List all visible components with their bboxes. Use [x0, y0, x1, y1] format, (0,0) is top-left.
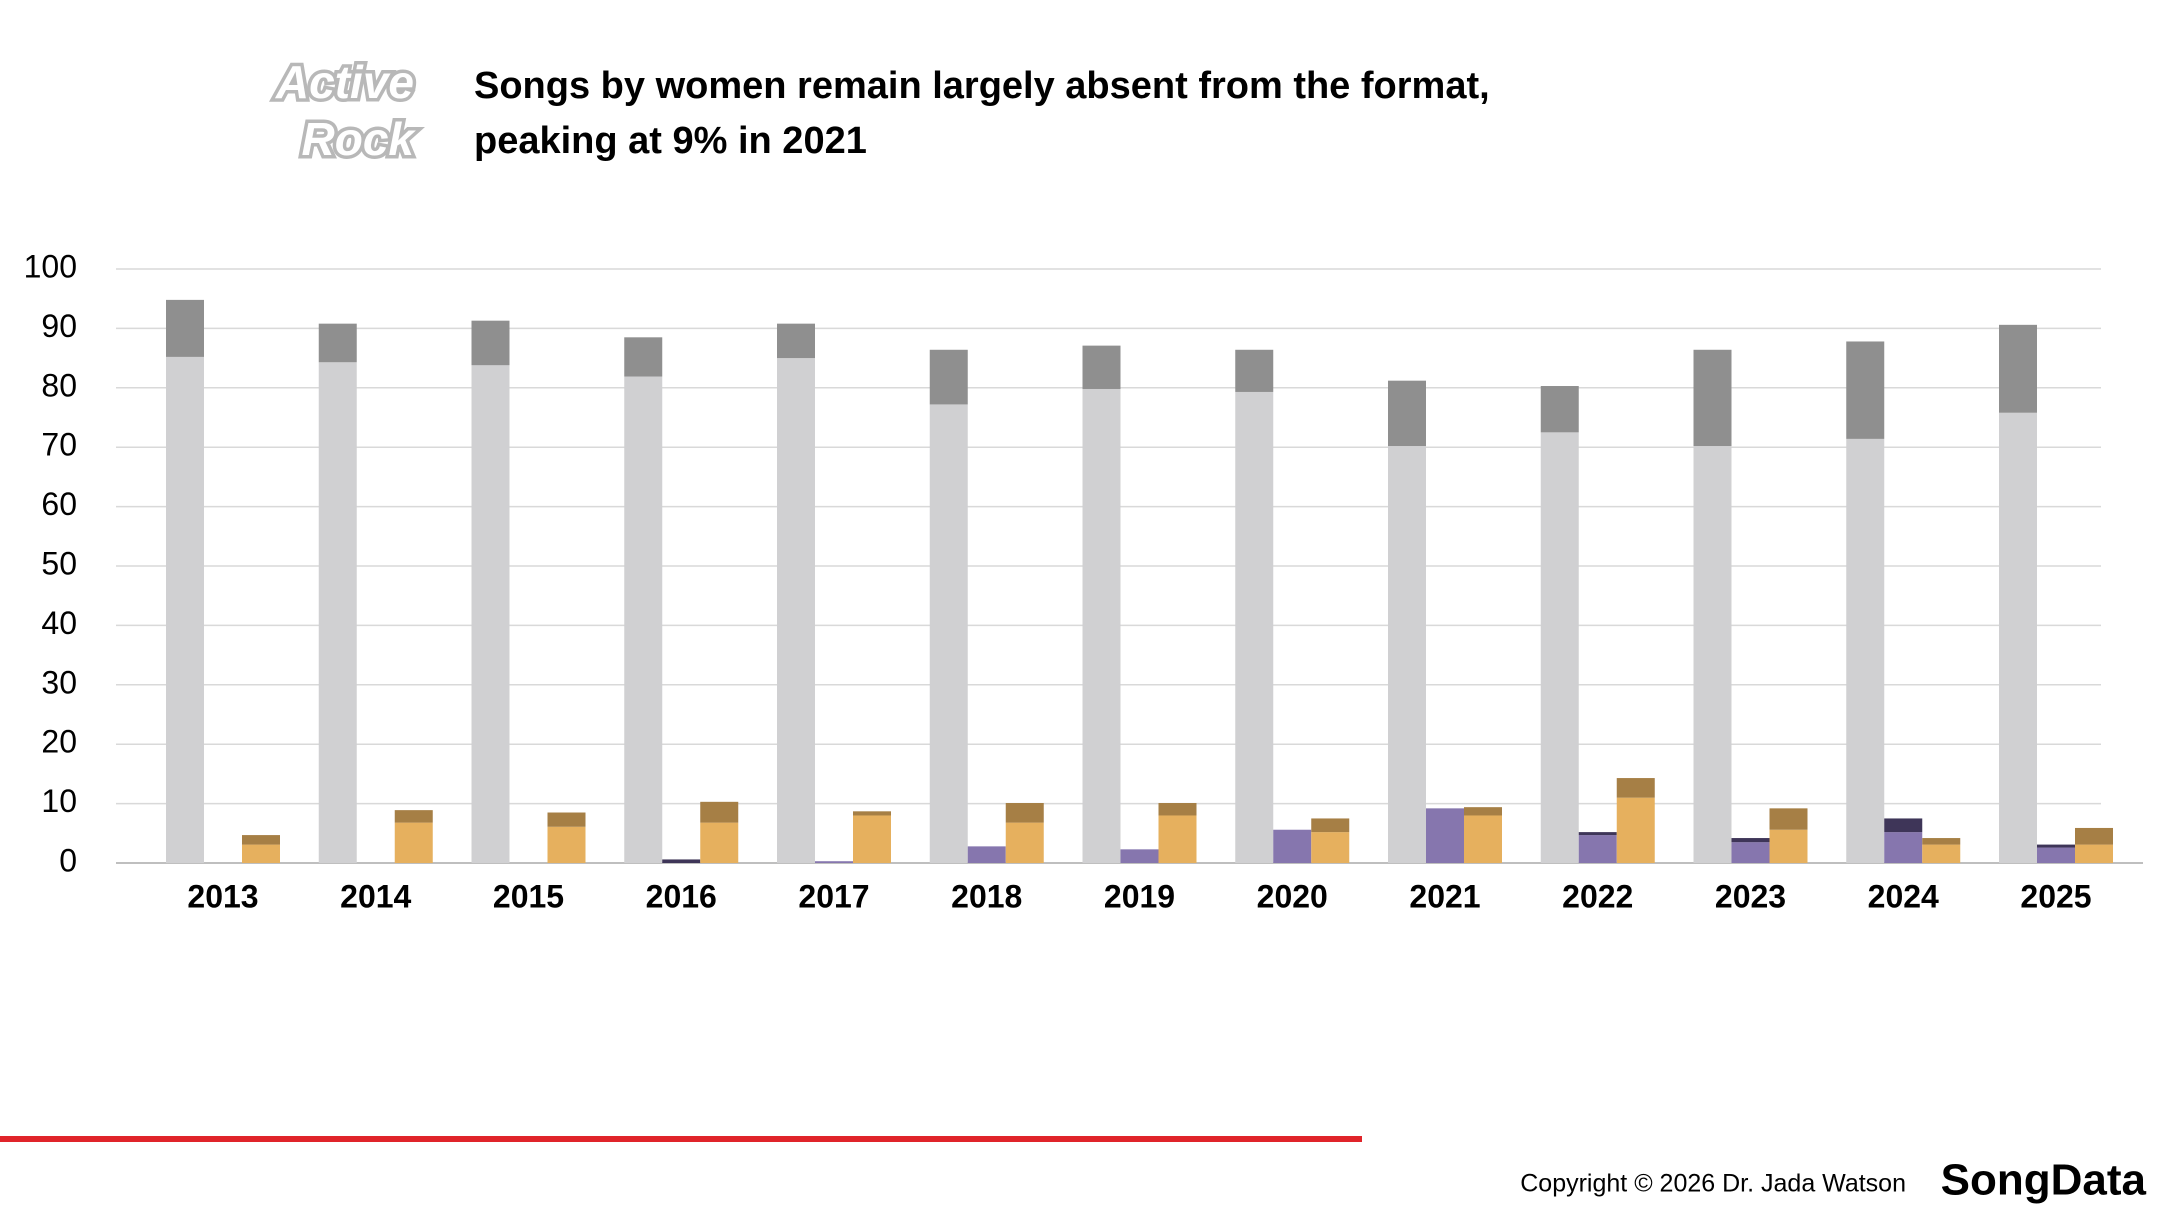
- bar-segment: [547, 812, 586, 827]
- bar-segment: [1464, 815, 1502, 863]
- y-tick-label: 0: [59, 842, 77, 878]
- bar-segment: [1120, 849, 1159, 863]
- bar-segment: [662, 859, 701, 863]
- bar-segment: [853, 811, 891, 816]
- bar-segment: [1082, 345, 1121, 389]
- bar-segment: [1540, 386, 1579, 433]
- bar-segment: [1731, 838, 1770, 843]
- bar-segment: [2075, 844, 2113, 863]
- bar-segment: [242, 835, 280, 845]
- bar-segment: [1578, 835, 1617, 863]
- bar-segment: [1578, 832, 1617, 836]
- bar-segment: [624, 337, 663, 377]
- y-tick-label: 60: [41, 486, 77, 522]
- y-tick-label: 80: [41, 367, 77, 403]
- x-tick-label: 2019: [1104, 878, 1175, 914]
- bar-segment: [1426, 808, 1464, 863]
- bar-segment: [471, 320, 510, 366]
- chart-title: Songs by women remain largely absent fro…: [474, 65, 1490, 107]
- x-tick-label: 2021: [1409, 878, 1480, 914]
- y-tick-label: 40: [41, 605, 77, 641]
- bar-segment: [1999, 412, 2037, 863]
- bar-segment: [318, 362, 357, 863]
- bar-segment: [1769, 808, 1808, 830]
- bar-segment: [777, 323, 815, 359]
- x-tick-label: 2024: [1868, 878, 1939, 914]
- badge: Active: [275, 56, 414, 108]
- y-tick-label: 90: [41, 308, 77, 344]
- bar-segment: [967, 846, 1006, 863]
- bar-segment: [1922, 844, 1961, 863]
- bar-segment: [2037, 844, 2075, 848]
- bar-segment: [547, 826, 586, 863]
- bar-segment: [700, 801, 739, 823]
- x-tick-label: 2018: [951, 878, 1022, 914]
- bar-segment: [1235, 391, 1274, 863]
- bar-segment: [1005, 803, 1044, 823]
- bar-segment: [2037, 847, 2075, 863]
- x-tick-label: 2025: [2020, 878, 2091, 914]
- bar-segment: [1884, 832, 1923, 863]
- bar-segment: [1235, 349, 1274, 392]
- y-tick-label: 50: [41, 545, 77, 581]
- y-tick-label: 100: [24, 248, 77, 284]
- bar-segment: [1464, 807, 1502, 816]
- chart-title: peaking at 9% in 2021: [474, 120, 867, 162]
- y-tick-label: 20: [41, 724, 77, 760]
- badge: Rock: [302, 113, 417, 165]
- bar-segment: [1922, 838, 1961, 845]
- bar-segment: [1273, 829, 1312, 863]
- x-tick-label: 2020: [1257, 878, 1328, 914]
- x-tick-label: 2014: [340, 878, 411, 914]
- x-tick-label: 2016: [646, 878, 717, 914]
- bar-segment: [166, 356, 204, 863]
- bar-segment: [242, 844, 280, 863]
- bar-segment: [624, 376, 663, 863]
- bar-segment: [853, 815, 891, 863]
- copyright: Copyright © 2026 Dr. Jada Watson: [1520, 1170, 1906, 1198]
- bar-segment: [700, 822, 739, 863]
- x-tick-label: 2022: [1562, 878, 1633, 914]
- bar-segment: [166, 299, 204, 357]
- bar-segment: [1388, 446, 1426, 863]
- bar-segment: [929, 349, 968, 405]
- x-tick-label: 2017: [798, 878, 869, 914]
- y-tick-label: 10: [41, 783, 77, 819]
- bar-segment: [1999, 324, 2037, 413]
- bar-segment: [1693, 446, 1732, 863]
- bar-segment: [471, 365, 510, 863]
- bar-segment: [929, 404, 968, 863]
- bar-segment: [1311, 832, 1350, 863]
- bar-segment: [1388, 380, 1426, 447]
- bar-segment: [1846, 438, 1885, 863]
- x-tick-label: 2023: [1715, 878, 1786, 914]
- x-tick-label: 2015: [493, 878, 564, 914]
- bar-segment: [1884, 818, 1923, 833]
- bar-segment: [1769, 829, 1808, 863]
- bar-segment: [1158, 815, 1197, 863]
- bar-segment: [394, 810, 433, 823]
- bar-segment: [1731, 842, 1770, 863]
- bar-segment: [394, 822, 433, 863]
- bar-segment: [1616, 797, 1655, 863]
- bar-segment: [1540, 432, 1579, 863]
- y-tick-label: 30: [41, 664, 77, 700]
- bar-segment: [815, 861, 853, 863]
- bar-segment: [1846, 341, 1885, 439]
- y-tick-label: 70: [41, 427, 77, 463]
- bar-segment: [1158, 803, 1197, 816]
- bar-segment: [777, 358, 815, 863]
- bar-segment: [1616, 778, 1655, 798]
- bar-segment: [1311, 818, 1350, 833]
- x-tick-label: 2013: [187, 878, 258, 914]
- bar-segment: [318, 323, 357, 363]
- bar-segment: [1005, 822, 1044, 863]
- brand: SongData: [1941, 1156, 2147, 1205]
- bar-segment: [1693, 349, 1732, 447]
- bar-segment: [2075, 827, 2113, 845]
- bar-segment: [1082, 388, 1121, 863]
